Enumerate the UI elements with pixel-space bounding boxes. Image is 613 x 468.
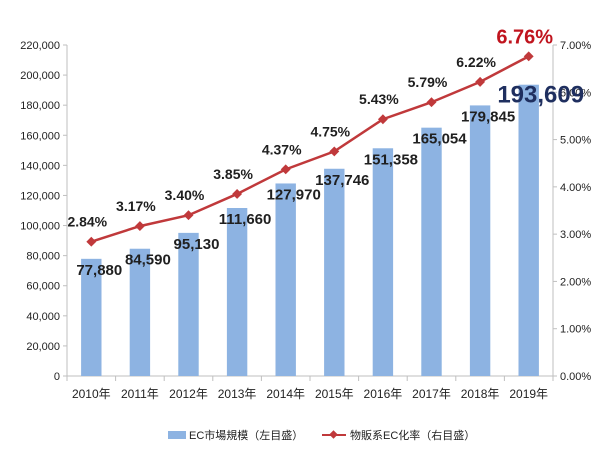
right-tick-label: 7.00%: [560, 40, 591, 52]
right-tick-label: 5.00%: [560, 135, 591, 147]
legend-line-label: 物販系EC化率（右目盛）: [350, 428, 475, 442]
rate-point: [475, 76, 486, 87]
rate-value-label: 4.37%: [262, 141, 302, 157]
rate-value-label: 2.84%: [67, 214, 107, 230]
left-tick-label: 0: [54, 371, 60, 383]
bar-value-label: 137,746: [315, 172, 369, 189]
bar: [129, 248, 151, 376]
right-tick-label: 2.00%: [560, 276, 591, 288]
bar-value-label: 193,609: [497, 82, 584, 109]
rate-value-label: 3.17%: [116, 198, 156, 214]
x-tick-label: 2016年: [364, 387, 403, 401]
rate-point: [134, 221, 145, 232]
x-tick-label: 2012年: [169, 387, 208, 401]
left-tick-label: 140,000: [20, 160, 60, 172]
bar-value-label: 151,358: [364, 151, 418, 168]
legend: EC市場規模（左目盛） 物販系EC化率（右目盛）: [168, 428, 475, 442]
bar-value-label: 165,054: [412, 131, 467, 148]
left-tick-label: 200,000: [20, 70, 60, 82]
rate-value-label: 5.43%: [359, 91, 399, 107]
bar-value-label: 77,880: [76, 262, 122, 279]
left-tick-label: 100,000: [20, 221, 60, 233]
x-tick-label: 2019年: [509, 387, 548, 401]
left-tick-label: 120,000: [20, 190, 60, 202]
rate-point: [86, 236, 97, 247]
right-tick-label: 6.00%: [560, 87, 591, 99]
left-tick-label: 80,000: [26, 251, 60, 263]
axes: 0 20,000 40,000 60,000 80,000 100,000 120,000 1…: [20, 40, 591, 401]
bar-value-label: 84,590: [125, 252, 171, 269]
rate-line: [86, 51, 534, 247]
x-tick-label: 2011年: [121, 387, 159, 401]
left-tick-label: 60,000: [26, 281, 60, 293]
left-tick-label: 160,000: [20, 130, 60, 142]
x-tick-label: 2015年: [315, 387, 354, 401]
bar: [372, 148, 394, 376]
bar: [178, 232, 199, 376]
right-tick-label: 1.00%: [560, 324, 591, 336]
bar-value-label: 111,660: [219, 211, 272, 228]
rate-point: [183, 210, 194, 221]
legend-bar-label: EC市場規模（左目盛）: [189, 428, 303, 442]
rate-value-label: 4.75%: [310, 123, 350, 139]
left-tick-label: 220,000: [20, 40, 60, 52]
bar-value-label: 127,970: [267, 186, 321, 203]
rate-point: [523, 51, 534, 62]
right-tick-label: 0.00%: [560, 371, 591, 383]
bar: [469, 105, 491, 376]
rate-point: [426, 97, 437, 108]
left-tick-label: 180,000: [20, 100, 60, 112]
left-tick-label: 20,000: [26, 341, 60, 353]
x-tick-label: 2013年: [218, 387, 257, 401]
x-tick-label: 2010年: [72, 387, 111, 401]
rate-line-path: [90, 55, 530, 243]
bar: [518, 84, 539, 377]
rate-point: [232, 189, 243, 199]
bar: [324, 168, 345, 376]
left-tick-label: 40,000: [26, 311, 60, 323]
bar: [81, 258, 102, 376]
rate-value-label: 5.79%: [408, 74, 448, 90]
rate-value-label: 6.22%: [456, 54, 496, 70]
rate-point: [329, 146, 340, 157]
right-tick-label: 3.00%: [560, 229, 591, 241]
x-tick-label: 2017年: [412, 387, 451, 401]
legend-bar-swatch: [168, 431, 186, 439]
rate-value-label: 3.85%: [213, 166, 253, 182]
rate-value-label: 6.76%: [496, 26, 553, 48]
bar-value-label: 179,845: [461, 108, 515, 125]
bar: [421, 127, 442, 376]
rate-value-label: 3.40%: [165, 187, 205, 203]
legend-line-marker: [329, 430, 338, 439]
bar: [275, 183, 296, 376]
bars: [81, 84, 539, 377]
rate-point: [280, 164, 291, 175]
x-tick-label: 2018年: [461, 387, 500, 401]
bar: [226, 208, 248, 376]
right-tick-label: 4.00%: [560, 182, 591, 194]
bar-value-label: 95,130: [174, 236, 220, 253]
x-tick-label: 2014年: [266, 387, 305, 401]
